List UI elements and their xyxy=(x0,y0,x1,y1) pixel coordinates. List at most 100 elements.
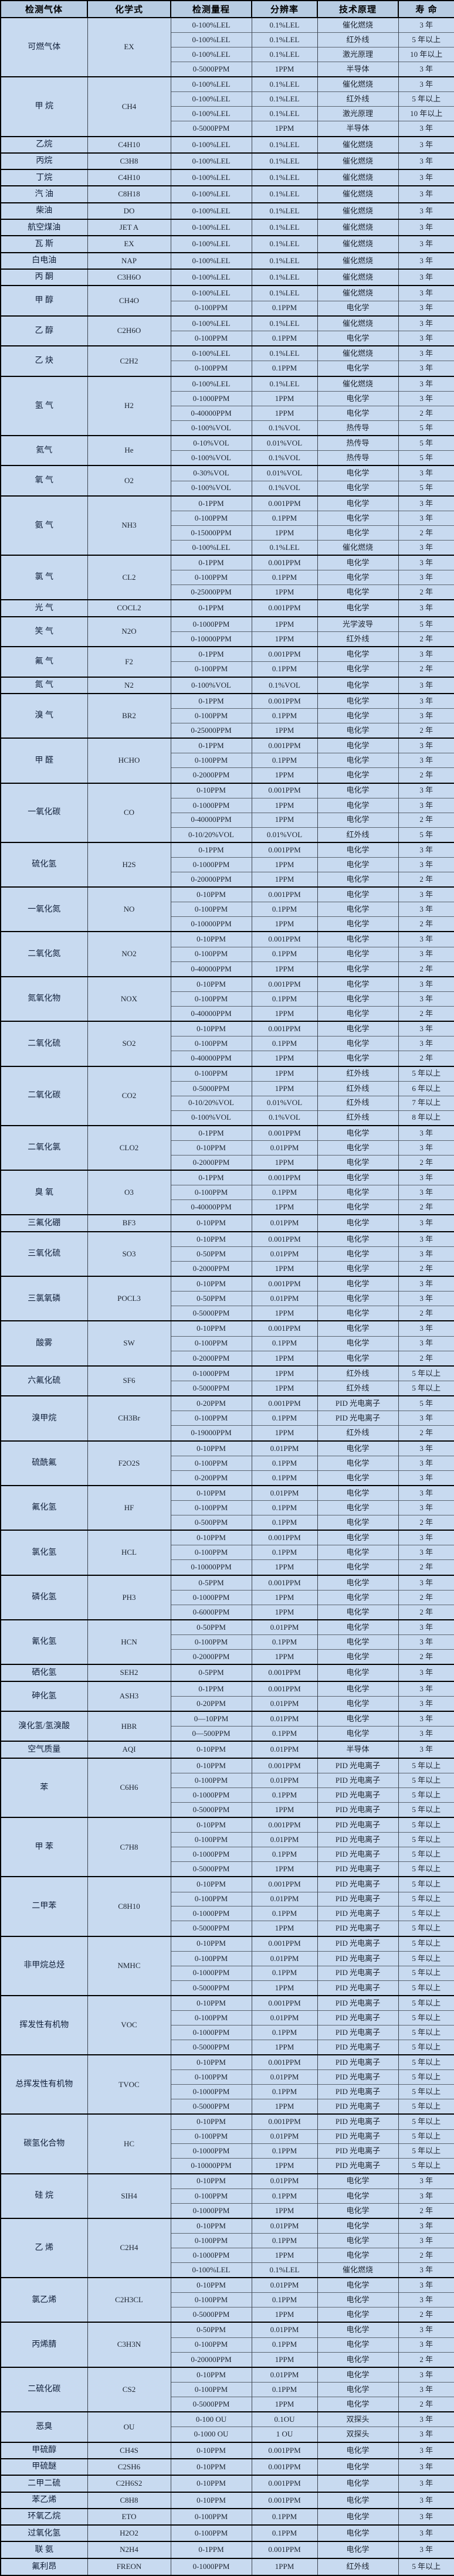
table-row: 可燃气体 EX 0-100%LEL 0.1%LEL 催化燃烧 3 年 xyxy=(0,16,454,77)
range-cell: 0-100%LEL xyxy=(170,185,252,203)
resolution-cell: 0.001PPM xyxy=(251,2475,318,2492)
lifespan-cell: 2 年 xyxy=(398,2248,454,2263)
formula-cell: O2 xyxy=(87,465,171,496)
principle-cell: PID 光电离子 xyxy=(317,1787,399,1803)
table-row: 二甲二硫 C2H6S2 0-10PPM 0.001PPM 电化学 3 年 xyxy=(0,2475,454,2492)
range-cell: 0-1000PPM xyxy=(170,2248,252,2263)
formula-cell: C7H8 xyxy=(87,1817,171,1877)
lifespan-cell: 2 年 xyxy=(398,1306,454,1321)
range-cell: 0-10PPM xyxy=(170,1994,252,2011)
table-row: 0-1000 OU 1 OU 双探头 3 年 xyxy=(1,2427,454,2442)
resolution-cell: 1PPM xyxy=(251,1381,318,1396)
lifespan-cell: 3 年 xyxy=(398,676,454,694)
table-row: 0-100PPM 0.1PPM 电化学 3 年 xyxy=(1,2337,454,2353)
formula-cell: N2H4 xyxy=(87,2541,171,2558)
lifespan-cell: 3 年 xyxy=(398,1484,454,1501)
resolution-cell: 0.1%LEL xyxy=(251,91,318,107)
range-cell: 0-100%LEL xyxy=(170,17,252,33)
table-row: 非甲烷总烃 NMHC 0-10PPM 0.001PPM PID 光电离子 5 年以上 xyxy=(0,1935,454,1996)
formula-cell: NO xyxy=(87,886,171,932)
range-cell: 0-1000PPM xyxy=(170,1906,252,1921)
lifespan-cell: 5 年以上 xyxy=(398,1381,454,1396)
lifespan-cell: 3 年 xyxy=(398,946,454,962)
principle-cell: 电化学 xyxy=(317,2524,399,2542)
lifespan-cell: 3 年 xyxy=(398,1695,454,1712)
lifespan-cell: 5 年以上 xyxy=(398,1847,454,1862)
table-row: 0-1000PPM 0.1PPM PID 光电离子 5 年以上 xyxy=(1,1965,454,1981)
table-row: 0-500PPM 0.1PPM 电化学 2 年 xyxy=(1,1515,454,1531)
lifespan-cell: 2 年 xyxy=(398,631,454,647)
gas-name-cell: 三氧化硫 xyxy=(0,1231,88,1277)
resolution-cell: 1PPM xyxy=(251,2099,318,2115)
range-cell: 0-10%VOL xyxy=(170,434,252,451)
range-cell: 0-10PPM xyxy=(170,1741,252,1758)
range-cell: 0-5000PPM xyxy=(170,2039,252,2055)
gas-name-cell: 磷化氢 xyxy=(0,1574,88,1620)
lifespan-cell: 3 年 xyxy=(398,2541,454,2558)
range-cell: 0-6000PPM xyxy=(170,1604,252,1620)
resolution-cell: 0.1PPM xyxy=(251,570,318,585)
resolution-cell: 0.1%LEL xyxy=(251,345,318,361)
range-cell: 0-1000PPM xyxy=(170,857,252,872)
principle-cell: 电化学 xyxy=(317,2382,399,2397)
range-cell: 0-1000 OU xyxy=(170,2427,252,2442)
principle-cell: 电化学 xyxy=(317,812,399,828)
table-row: 六氟化硫 SF6 0-1000PPM 1PPM 红外线 5 年以上 xyxy=(0,1365,454,1396)
formula-cell: C2H6S2 xyxy=(87,2475,171,2492)
range-cell: 0-2000PPM xyxy=(170,1649,252,1665)
principle-cell: 红外线 xyxy=(317,1365,399,1381)
formula-cell: CH4S xyxy=(87,2441,171,2459)
range-cell: 0-100PPM xyxy=(170,2337,252,2353)
table-row: 0-100%LEL 0.1%LEL 激光原理 10 年以上 xyxy=(1,106,454,121)
formula-cell: C2H4 xyxy=(87,2217,171,2278)
table-row: 0-1000PPM 1PPM 电化学 2 年 xyxy=(1,1589,454,1605)
resolution-cell: 0.1PPM xyxy=(251,2292,318,2307)
formula-cell: AQI xyxy=(87,1741,171,1758)
principle-cell: 激光原理 xyxy=(317,106,399,121)
lifespan-cell: 3 年 xyxy=(398,1185,454,1200)
lifespan-cell: 3 年 xyxy=(398,2277,454,2293)
resolution-cell: 0.1PPM xyxy=(251,1470,318,1486)
table-row: 0-100PPM 0.1PPM 电化学 3 年 xyxy=(1,1036,454,1051)
principle-cell: 电化学 xyxy=(317,1470,399,1486)
principle-cell: 催化燃烧 xyxy=(317,268,399,286)
formula-cell: DO xyxy=(87,202,171,220)
principle-cell: 电化学 xyxy=(317,2475,399,2492)
principle-cell: PID 光电离子 xyxy=(317,1994,399,2011)
resolution-cell: 0.001PPM xyxy=(251,782,318,798)
table-row: 0-100%LEL 0.1%LEL 激光原理 10 年以上 xyxy=(1,47,454,62)
table-row: 过氧化氢 H2O2 0-100PPM 0.1PPM 电化学 3 年 xyxy=(0,2524,454,2542)
formula-cell: SF6 xyxy=(87,1365,171,1396)
resolution-cell: 0.1PPM xyxy=(251,2507,318,2526)
lifespan-cell: 2 年 xyxy=(398,661,454,677)
lifespan-cell: 5 年以上 xyxy=(398,1817,454,1833)
range-cell: 0-100%VOL xyxy=(170,676,252,694)
table-row: 0-15000PPM 1PPM 电化学 2 年 xyxy=(1,525,454,541)
resolution-cell: 0.1PPM xyxy=(251,2188,318,2204)
table-row: 0-1000PPM 0.1PPM PID 光电离子 5 年以上 xyxy=(1,1906,454,1921)
table-row: 二氧化氮 NO2 0-10PPM 0.001PPM 电化学 3 年 xyxy=(0,931,454,977)
principle-cell: 电化学 xyxy=(317,1440,399,1456)
resolution-cell: 0.001PPM xyxy=(251,1994,318,2011)
resolution-cell: 0.1%VOL xyxy=(251,480,318,496)
resolution-cell: 1PPM xyxy=(251,812,318,828)
gas-name-cell: 二氧化碳 xyxy=(0,1065,88,1126)
range-cell: 0-5000PPM xyxy=(170,62,252,77)
table-row: 0-10000PPM 1PPM 电化学 2 年 xyxy=(1,1559,454,1575)
resolution-cell: 0.001PPM xyxy=(251,1395,318,1411)
table-row: 0-5000PPM 1PPM 电化学 2 年 xyxy=(1,2307,454,2323)
resolution-cell: 0.01PPM xyxy=(251,1695,318,1712)
range-cell: 0-10PPM xyxy=(170,2458,252,2476)
table-row: 甲 醇 CH4O 0-100%LEL 0.1%LEL 催化燃烧 3 年 xyxy=(0,285,454,316)
lifespan-cell: 5 年以上 xyxy=(398,1921,454,1936)
lifespan-cell: 3 年 xyxy=(398,2217,454,2234)
table-row: 0-40000PPM 1PPM 电化学 2 年 xyxy=(1,1005,454,1022)
range-cell: 0-5000PPM xyxy=(170,1381,252,1396)
range-cell: 0-5000PPM xyxy=(170,1861,252,1877)
lifespan-cell: 10 年以上 xyxy=(398,47,454,62)
resolution-cell: 0.1PPM xyxy=(251,991,318,1007)
table-row: 0-40000PPM 1PPM 电化学 2 年 xyxy=(1,1051,454,1066)
lifespan-cell: 3 年 xyxy=(398,300,454,316)
resolution-cell: 1PPM xyxy=(251,1154,318,1171)
table-row: 汽 油 C8H18 0-100%LEL 0.1%LEL 催化燃烧 3 年 xyxy=(0,185,454,203)
